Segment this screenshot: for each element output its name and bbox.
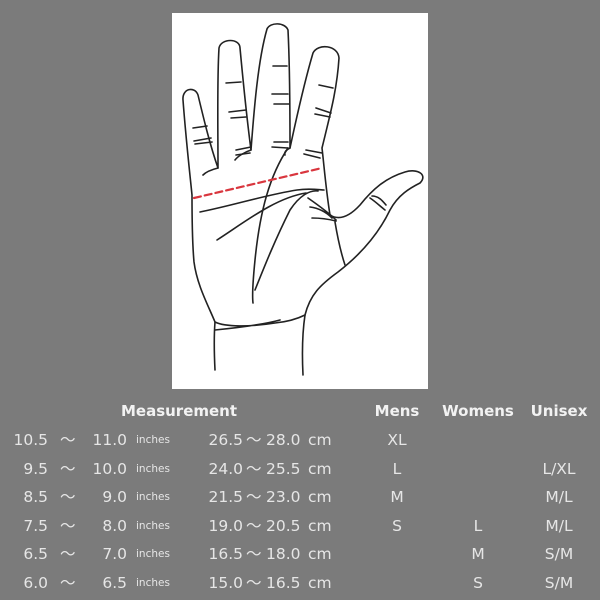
cm-min: 26.5 <box>208 431 243 449</box>
unisex-size: M/L <box>545 488 573 506</box>
separator: ～ <box>246 573 262 592</box>
unisex-size: M/L <box>545 516 573 535</box>
hand-outline <box>182 23 424 376</box>
cm-unit: cm <box>308 431 332 449</box>
table-row: 7.5 ～ 8.0 inches 19.0 ～ 20.5 cm S L M/L <box>0 512 600 540</box>
in-max: 7.0 <box>102 545 127 563</box>
separator: ～ <box>246 545 262 563</box>
in-min: 10.5 <box>13 431 48 449</box>
inch-unit: inches <box>136 434 170 446</box>
in-max: 11.0 <box>92 431 127 449</box>
inch-unit: inches <box>136 576 170 589</box>
cm-unit: cm <box>308 459 332 478</box>
mens-size: M <box>390 488 404 506</box>
separator: ～ <box>246 488 262 506</box>
womens-size: S <box>473 573 483 592</box>
cm-unit: cm <box>308 516 332 535</box>
mens-size: S <box>392 516 402 535</box>
unisex-size: L/XL <box>542 459 576 478</box>
cm-min: 21.5 <box>208 488 243 506</box>
table-row: 6.0 ～ 6.5 inches 15.0 ～ 16.5 cm S S/M <box>0 569 600 597</box>
cm-max: 23.0 <box>266 488 301 506</box>
in-max: 8.0 <box>102 516 127 535</box>
in-min: 9.5 <box>23 459 48 478</box>
separator: ～ <box>60 516 76 535</box>
womens-size: L <box>473 516 483 535</box>
cm-min: 16.5 <box>208 545 243 563</box>
separator: ～ <box>60 459 76 478</box>
in-max: 9.0 <box>102 488 127 506</box>
separator: ～ <box>60 573 76 592</box>
table-row: 10.5 ～ 11.0 inches 26.5 ～ 28.0 cm XL <box>0 426 600 454</box>
separator: ～ <box>246 459 262 478</box>
table-row: 6.5 ～ 7.0 inches 16.5 ～ 18.0 cm M S/M <box>0 540 600 568</box>
header-measurement: Measurement <box>120 402 238 420</box>
in-max: 10.0 <box>92 459 127 478</box>
cm-max: 25.5 <box>266 459 301 478</box>
mens-size: XL <box>387 431 407 449</box>
cm-min: 19.0 <box>208 516 243 535</box>
in-max: 6.5 <box>102 573 127 592</box>
cm-max: 20.5 <box>266 516 301 535</box>
in-min: 6.5 <box>23 545 48 563</box>
inch-unit: inches <box>136 548 170 560</box>
cm-unit: cm <box>308 488 332 506</box>
palm-lines <box>199 147 387 331</box>
header-mens: Mens <box>374 402 420 420</box>
inch-unit: inches <box>136 462 170 475</box>
unisex-size: S/M <box>544 573 574 592</box>
cm-max: 18.0 <box>266 545 301 563</box>
header-unisex: Unisex <box>530 402 588 420</box>
in-min: 7.5 <box>23 516 48 535</box>
measurement-line <box>192 166 324 200</box>
hand-diagram-panel <box>172 13 428 389</box>
inch-unit: inches <box>136 491 170 503</box>
finger-creases <box>192 65 334 159</box>
separator: ～ <box>60 431 76 449</box>
inch-unit: inches <box>136 519 170 532</box>
table-row: 9.5 ～ 10.0 inches 24.0 ～ 25.5 cm L L/XL <box>0 455 600 483</box>
separator: ～ <box>60 545 76 563</box>
separator: ～ <box>60 488 76 506</box>
unisex-size: S/M <box>544 545 574 563</box>
table-row: 8.5 ～ 9.0 inches 21.5 ～ 23.0 cm M M/L <box>0 483 600 511</box>
cm-min: 24.0 <box>208 459 243 478</box>
header-womens: Womens <box>442 402 514 420</box>
hand-measurement-illustration <box>182 23 424 376</box>
separator: ～ <box>246 431 262 449</box>
mens-size: L <box>392 459 402 478</box>
womens-size: M <box>471 545 485 563</box>
cm-min: 15.0 <box>208 573 243 592</box>
cm-unit: cm <box>308 545 332 563</box>
cm-max: 28.0 <box>266 431 301 449</box>
in-min: 6.0 <box>23 573 48 592</box>
in-min: 8.5 <box>23 488 48 506</box>
separator: ～ <box>246 516 262 535</box>
cm-max: 16.5 <box>266 573 301 592</box>
cm-unit: cm <box>308 573 332 592</box>
